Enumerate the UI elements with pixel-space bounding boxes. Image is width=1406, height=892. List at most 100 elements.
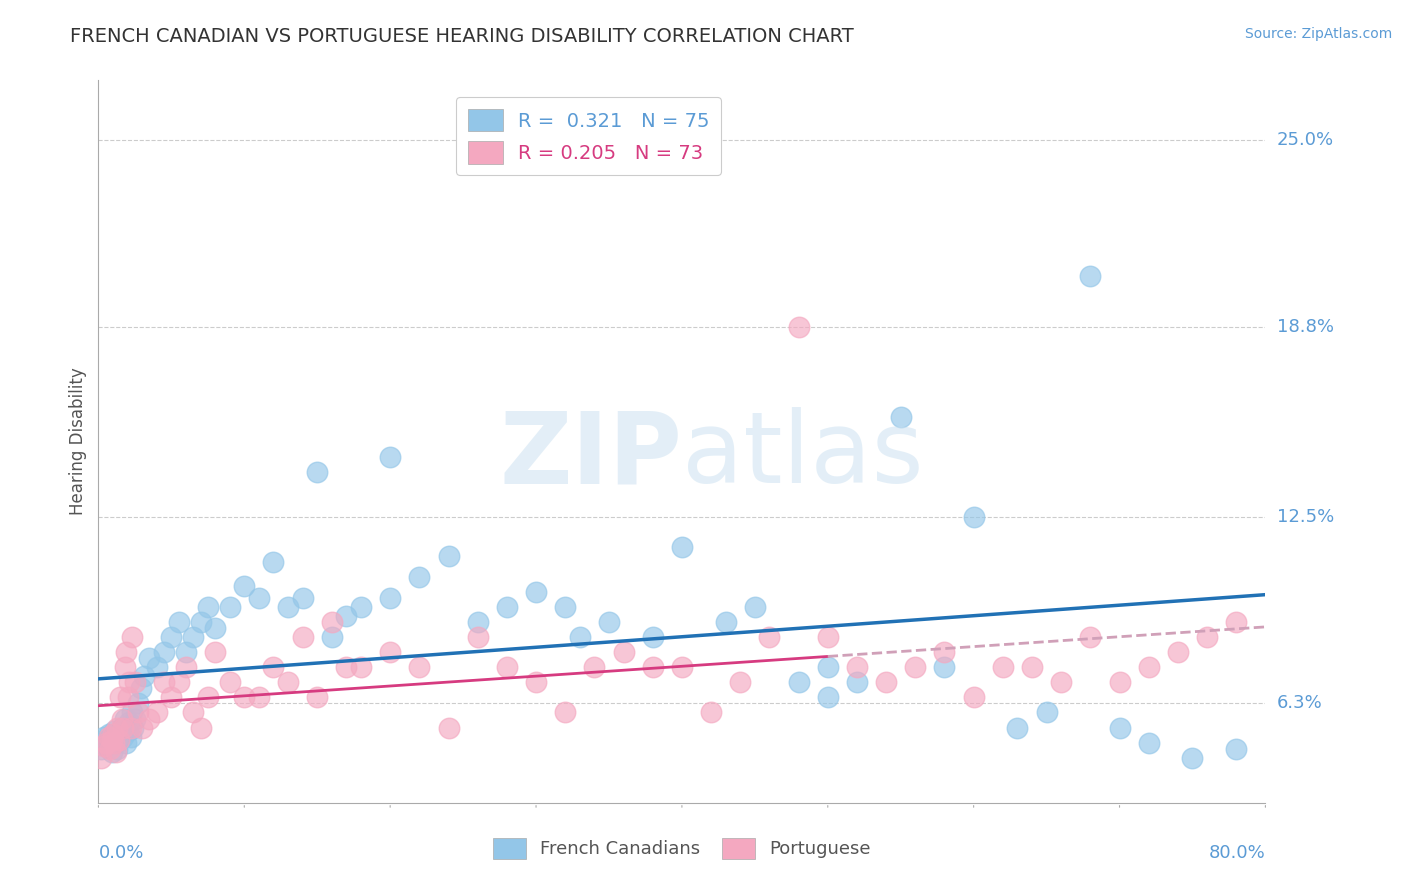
Point <box>197 600 219 615</box>
Point <box>1225 615 1247 630</box>
Point <box>120 721 142 735</box>
Point <box>114 660 136 674</box>
Point <box>991 660 1014 674</box>
Point <box>641 660 664 674</box>
Point <box>91 735 114 749</box>
Point <box>1167 645 1189 659</box>
Point <box>96 732 118 747</box>
Point <box>153 675 176 690</box>
Point <box>131 721 153 735</box>
Point <box>98 741 121 756</box>
Point <box>146 706 169 720</box>
Point <box>408 660 430 674</box>
Point <box>291 630 314 644</box>
Point <box>233 579 256 593</box>
Point <box>700 706 723 720</box>
Point <box>90 741 112 756</box>
Point <box>121 630 143 644</box>
Point <box>218 675 240 690</box>
Point <box>962 509 984 524</box>
Point <box>496 660 519 674</box>
Point <box>108 732 131 747</box>
Point <box>122 721 145 735</box>
Point <box>104 745 127 759</box>
Point <box>204 621 226 635</box>
Point <box>554 706 576 720</box>
Point <box>1080 630 1102 644</box>
Point <box>101 726 124 740</box>
Point <box>321 615 343 630</box>
Point <box>496 600 519 615</box>
Point <box>233 690 256 705</box>
Point <box>1137 735 1160 749</box>
Point <box>197 690 219 705</box>
Point <box>118 675 141 690</box>
Point <box>167 615 190 630</box>
Legend: French Canadians, Portuguese: French Canadians, Portuguese <box>486 830 877 866</box>
Point <box>263 555 285 569</box>
Point <box>1137 660 1160 674</box>
Point <box>277 600 299 615</box>
Point <box>117 723 139 738</box>
Point <box>112 721 135 735</box>
Point <box>554 600 576 615</box>
Point <box>101 730 124 744</box>
Point <box>218 600 240 615</box>
Point <box>160 690 183 705</box>
Point <box>350 600 373 615</box>
Point <box>97 726 120 740</box>
Point <box>104 735 127 749</box>
Point <box>103 723 125 738</box>
Point <box>174 660 197 674</box>
Point <box>467 630 489 644</box>
Text: 25.0%: 25.0% <box>1277 131 1334 150</box>
Point <box>263 660 285 674</box>
Point <box>100 745 122 759</box>
Point <box>114 712 136 726</box>
Point <box>641 630 664 644</box>
Point <box>583 660 606 674</box>
Text: 6.3%: 6.3% <box>1277 695 1322 713</box>
Point <box>174 645 197 659</box>
Point <box>277 675 299 690</box>
Point <box>524 675 547 690</box>
Point <box>93 730 115 744</box>
Point <box>1021 660 1043 674</box>
Point <box>714 615 737 630</box>
Text: atlas: atlas <box>682 408 924 505</box>
Point <box>146 660 169 674</box>
Point <box>1197 630 1219 644</box>
Point <box>730 675 752 690</box>
Point <box>94 735 117 749</box>
Point <box>181 706 204 720</box>
Point <box>437 721 460 735</box>
Point <box>247 591 270 606</box>
Point <box>103 735 125 749</box>
Point <box>100 732 122 747</box>
Point <box>744 600 766 615</box>
Point <box>787 675 810 690</box>
Point <box>1108 721 1130 735</box>
Point <box>408 570 430 584</box>
Point <box>110 690 132 705</box>
Point <box>380 645 402 659</box>
Point <box>153 645 176 659</box>
Point <box>1007 721 1029 735</box>
Point <box>1035 706 1057 720</box>
Point <box>671 660 693 674</box>
Point <box>105 741 128 756</box>
Point <box>124 712 146 726</box>
Point <box>110 726 132 740</box>
Point <box>350 660 373 674</box>
Point <box>190 615 212 630</box>
Point <box>204 645 226 659</box>
Point <box>127 697 149 711</box>
Point <box>817 630 839 644</box>
Y-axis label: Hearing Disability: Hearing Disability <box>69 368 87 516</box>
Point <box>321 630 343 644</box>
Point <box>1080 268 1102 283</box>
Point <box>97 730 120 744</box>
Point <box>181 630 204 644</box>
Point <box>93 739 115 753</box>
Text: FRENCH CANADIAN VS PORTUGUESE HEARING DISABILITY CORRELATION CHART: FRENCH CANADIAN VS PORTUGUESE HEARING DI… <box>70 27 853 45</box>
